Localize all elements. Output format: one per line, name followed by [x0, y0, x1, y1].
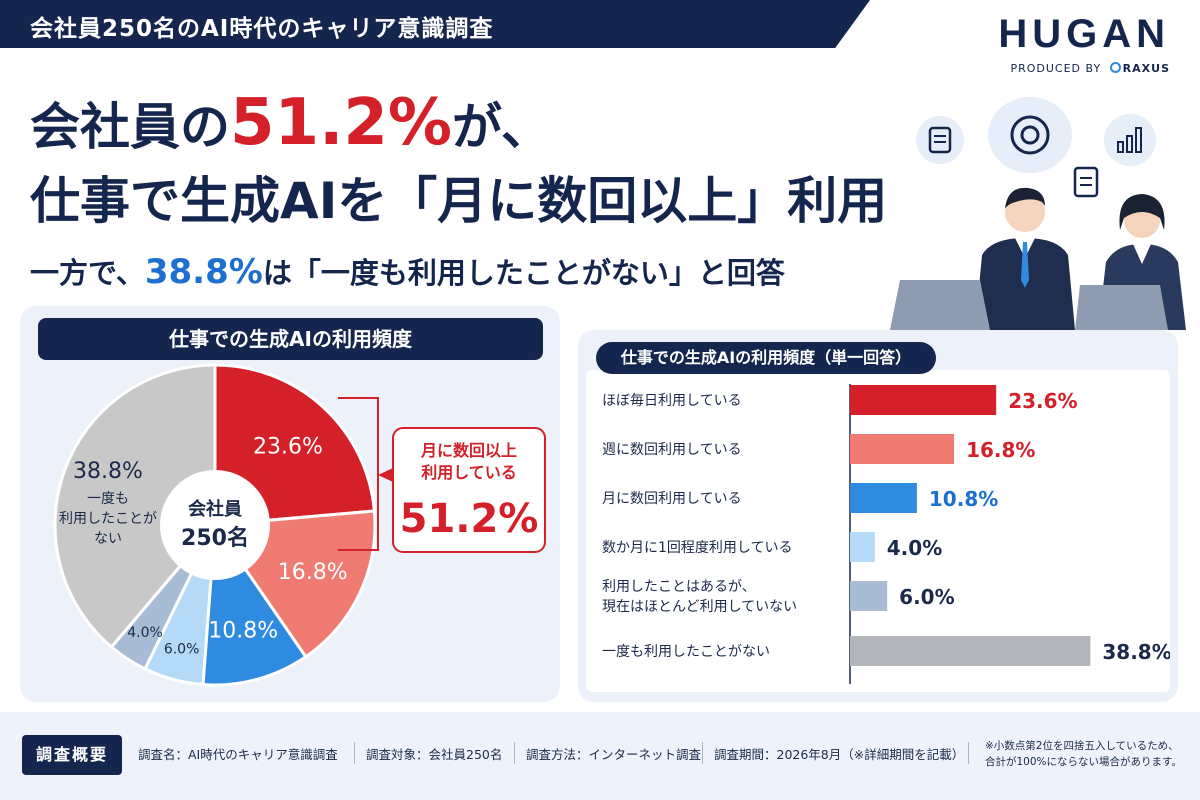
footer-divider	[354, 742, 355, 764]
produced-by-label: PRODUCED BY	[1010, 62, 1102, 75]
rounding-note-line-2: 合計が100%にならない場合があります。	[985, 756, 1182, 768]
bar-category-label-1: ほぼ毎日利用している	[602, 393, 742, 409]
laptop-left	[890, 280, 990, 330]
bar-value-label-2: 16.8%	[966, 438, 1035, 462]
company-name: RAXUS	[1122, 62, 1170, 75]
pie-panel-title: 仕事での生成AIの利用頻度	[38, 318, 543, 360]
bar-value-label-3: 10.8%	[929, 487, 998, 511]
headline-line-3: 一方で、38.8%は「一度も利用したことがない」と回答	[30, 252, 785, 293]
never-label-2: 利用したことが	[59, 511, 157, 527]
bar-3	[850, 483, 917, 513]
callout-box	[392, 427, 546, 553]
bar-category-label-2: 週に数回利用している	[602, 442, 742, 458]
bar-category-label-5: 利用したことはあるが、	[602, 579, 756, 595]
footer-divider	[702, 742, 703, 764]
bar-value-label-5: 6.0%	[899, 585, 954, 609]
footer-divider	[968, 742, 969, 764]
survey-target: 調査対象：会社員250名	[366, 747, 503, 762]
survey-name: 調査名：AI時代のキャリア意識調査	[138, 747, 338, 762]
bar-chart: ほぼ毎日利用している 23.6% 週に数回利用している 16.8% 月に数回利用している…	[602, 384, 1170, 684]
survey-summary-footer	[0, 712, 1200, 800]
rounding-note-line-1: ※小数点第2位を四捨五入しているため、	[985, 740, 1179, 752]
bar-chart-icon	[1104, 114, 1156, 166]
bar-panel-title: 仕事での生成AIの利用頻度（単一回答）	[596, 342, 936, 374]
callout-line-1: 月に数回以上	[420, 441, 517, 460]
headline-post: が、	[452, 98, 552, 156]
brand-logo: HUGAN	[998, 12, 1170, 56]
bar-value-label-6: 38.8%	[1102, 640, 1170, 664]
pie-center-hole	[160, 470, 270, 580]
pie-slice-1	[213, 363, 377, 527]
ai-bubble-icon	[988, 97, 1072, 173]
bar-5	[850, 581, 888, 611]
bar-category-label-3: 月に数回利用している	[602, 491, 742, 507]
bar-value-label-1: 23.6%	[1008, 389, 1077, 413]
banner-title: 会社員250名のAI時代のキャリア意識調査	[30, 16, 494, 42]
laptop-right	[1075, 285, 1168, 330]
subhead-post: は「一度も利用したことがない」と回答	[262, 256, 785, 290]
headline-line-1: 会社員の51.2%が、	[30, 91, 552, 158]
pie-value-label-6: 38.8%	[73, 459, 143, 484]
callout-bracket	[338, 397, 379, 551]
survey-summary-label: 調査概要	[22, 735, 122, 775]
top-banner: 会社員250名のAI時代のキャリア意識調査	[0, 0, 870, 48]
pie-chart: 会社員 250名 23.6% 16.8% 10.8% 6.0%4.0% 38.8% 一度…	[53, 363, 546, 687]
never-label-3: ない	[94, 531, 122, 547]
footer-divider	[514, 742, 515, 764]
pie-value-label-5: 6.0%	[164, 642, 200, 658]
survey-method: 調査方法：インターネット調査	[526, 747, 702, 762]
document-icon	[916, 116, 964, 164]
callout-pointer	[378, 468, 393, 482]
office-workers-illustration	[890, 97, 1186, 330]
bar-category-label-6: 一度も利用したことがない	[602, 644, 770, 660]
report-icon	[1073, 166, 1099, 198]
pie-value-label-1: 23.6%	[253, 434, 323, 459]
bar-4	[850, 532, 875, 562]
headline-percentage: 51.2%	[230, 86, 453, 160]
pie-center-label-1: 会社員	[188, 498, 242, 520]
subhead-pre: 一方で、	[30, 256, 145, 290]
bar-value-label-4: 4.0%	[887, 536, 942, 560]
survey-period: 調査期間：2026年8月（※詳細期間を記載）	[714, 747, 965, 762]
bar-category-label-5: 現在はほとんど利用していない	[602, 599, 797, 615]
pie-value-label-2: 16.8%	[278, 560, 348, 585]
headline-pre: 会社員の	[30, 98, 230, 156]
raxus-logo-icon	[1109, 62, 1121, 73]
bar-1	[850, 385, 997, 415]
bar-category-label-4: 数か月に1回程度利用している	[602, 540, 793, 556]
pie-value-label-3: 10.8%	[208, 618, 278, 643]
pie-slice-6	[53, 363, 217, 650]
pie-value-label-4: 4.0%	[127, 625, 163, 641]
man-avatar	[975, 187, 1075, 330]
bar-2	[850, 434, 955, 464]
subhead-percentage: 38.8%	[144, 252, 263, 292]
headline-line-2: 仕事で生成AIを「月に数回以上」利用	[30, 172, 888, 230]
never-label-1: 一度も	[87, 491, 129, 507]
callout-line-2: 利用している	[421, 463, 517, 482]
pie-center-label-2: 250名	[181, 525, 249, 551]
brand-credit: PRODUCED BY RAXUS	[960, 62, 1170, 75]
rounding-note: ※小数点第2位を四捨五入しているため、 合計が100%にならない場合があります。	[985, 738, 1190, 770]
brand-block: HUGAN PRODUCED BY RAXUS	[960, 12, 1170, 75]
bar-6	[850, 636, 1091, 666]
callout-value: 51.2%	[400, 496, 539, 542]
